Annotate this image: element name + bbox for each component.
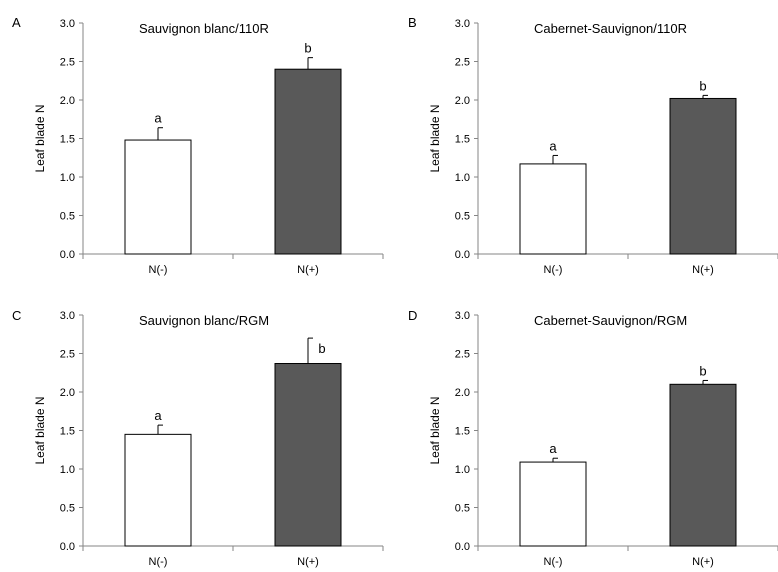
chart-title: Cabernet-Sauvignon/RGM bbox=[534, 313, 687, 328]
y-tick-label: 2.0 bbox=[60, 95, 75, 107]
chart-title: Sauvignon blanc/110R bbox=[139, 21, 269, 36]
y-tick-label: 2.5 bbox=[60, 349, 75, 361]
x-tick-label: N(-) bbox=[544, 556, 563, 568]
significance-letter: a bbox=[154, 111, 162, 126]
y-tick-label: 1.0 bbox=[455, 464, 470, 476]
y-axis-title: Leaf blade N bbox=[428, 396, 442, 464]
y-tick-label: 0.0 bbox=[455, 249, 470, 261]
bar-n-minus bbox=[519, 163, 587, 255]
panel-d: D Cabernet-Sauvignon/RGM 0.0 0.5 1.0 1.5 2.0 2.… bbox=[408, 308, 778, 568]
y-axis-title: Leaf blade N bbox=[428, 104, 442, 172]
y-tick-label: 0.0 bbox=[60, 249, 75, 261]
chart-title: Sauvignon blanc/RGM bbox=[139, 313, 269, 328]
significance-letter: b bbox=[304, 41, 311, 56]
y-tick-label: 1.0 bbox=[60, 464, 75, 476]
y-tick-label: 1.5 bbox=[455, 134, 470, 146]
y-tick-label: 2.5 bbox=[455, 349, 470, 361]
x-tick-label: N(+) bbox=[692, 264, 714, 276]
bar-n-minus bbox=[124, 139, 192, 255]
bar-n-plus bbox=[669, 97, 737, 255]
y-tick-label: 1.5 bbox=[455, 426, 470, 438]
y-tick-label: 2.0 bbox=[60, 387, 75, 399]
bar-n-minus bbox=[124, 433, 192, 547]
y-tick-label: 0.5 bbox=[455, 503, 470, 515]
significance-letter: a bbox=[549, 138, 557, 153]
panel-b: B Cabernet-Sauvignon/110R 0.0 0.5 1.0 1.5 2.0 2… bbox=[408, 15, 778, 276]
significance-letter: b bbox=[318, 341, 325, 356]
y-tick-label: 0.5 bbox=[60, 503, 75, 515]
chart-title: Cabernet-Sauvignon/110R bbox=[534, 21, 687, 36]
y-tick-label: 2.5 bbox=[455, 57, 470, 69]
x-tick-label: N(+) bbox=[297, 556, 319, 568]
panel-label: D bbox=[408, 308, 417, 323]
y-tick-label: 1.5 bbox=[60, 426, 75, 438]
x-tick-label: N(+) bbox=[692, 556, 714, 568]
x-tick-label: N(-) bbox=[149, 264, 168, 276]
y-tick-label: 3.0 bbox=[455, 310, 470, 322]
significance-letter: b bbox=[699, 363, 706, 378]
y-tick-label: 0.5 bbox=[60, 211, 75, 223]
y-tick-label: 1.0 bbox=[60, 172, 75, 184]
y-axis-title: Leaf blade N bbox=[33, 396, 47, 464]
panel-label: C bbox=[12, 308, 21, 323]
significance-letter: b bbox=[699, 78, 706, 93]
panel-label: A bbox=[12, 15, 21, 30]
x-tick-label: N(-) bbox=[544, 264, 563, 276]
y-tick-label: 2.0 bbox=[455, 387, 470, 399]
y-axis-title: Leaf blade N bbox=[33, 104, 47, 172]
y-tick-label: 0.0 bbox=[455, 541, 470, 553]
bar-n-plus bbox=[274, 363, 342, 547]
bar-n-minus bbox=[519, 461, 587, 547]
y-tick-label: 1.0 bbox=[455, 172, 470, 184]
panel-a: A Sauvignon blanc/110R 0.0 0.5 1.0 1.5 2.0 2.5 3… bbox=[12, 15, 384, 276]
y-tick-label: 3.0 bbox=[60, 310, 75, 322]
y-tick-label: 2.0 bbox=[455, 95, 470, 107]
panel-c: C Sauvignon blanc/RGM 0.0 0.5 1.0 1.5 2.0 2.5 3.… bbox=[12, 308, 384, 568]
y-tick-label: 2.5 bbox=[60, 57, 75, 69]
y-tick-label: 3.0 bbox=[455, 18, 470, 30]
panel-label: B bbox=[408, 15, 417, 30]
significance-letter: a bbox=[154, 408, 162, 423]
y-tick-label: 1.5 bbox=[60, 134, 75, 146]
bar-n-plus bbox=[669, 383, 737, 547]
y-tick-label: 0.0 bbox=[60, 541, 75, 553]
bar-n-plus bbox=[274, 68, 342, 255]
y-tick-label: 3.0 bbox=[60, 18, 75, 30]
x-tick-label: N(-) bbox=[149, 556, 168, 568]
y-tick-label: 0.5 bbox=[455, 211, 470, 223]
x-tick-label: N(+) bbox=[297, 264, 319, 276]
significance-letter: a bbox=[549, 441, 557, 456]
